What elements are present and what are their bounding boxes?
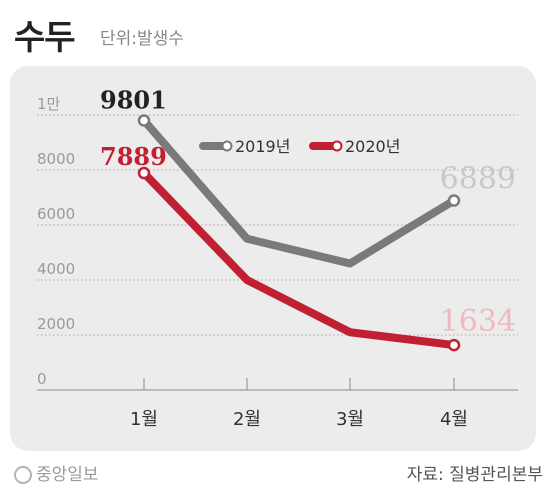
chart-panel — [10, 66, 536, 451]
legend-label: 2020년 — [345, 137, 400, 156]
brand-logo: 중앙일보 — [14, 460, 99, 485]
brand-circle-icon — [14, 466, 32, 484]
y-tick-label: 8000 — [37, 150, 75, 168]
grid-lines — [37, 114, 518, 391]
brand-name: 중앙일보 — [36, 465, 99, 485]
series-line-1 — [140, 169, 458, 350]
series-endpoint — [137, 114, 151, 127]
y-tick-label: 1만 — [37, 95, 61, 113]
data-label: 1634 — [440, 304, 516, 339]
unit-label: 단위:발생수 — [100, 29, 184, 49]
x-tick-label: 3월 — [336, 409, 364, 430]
x-axis-ticks: 1월 2월 3월 4월 — [130, 378, 468, 430]
x-tick-label: 1월 — [130, 409, 158, 430]
data-labels: 9801 6889 7889 1634 — [100, 85, 516, 339]
series-line-0 — [140, 116, 458, 268]
legend-marker — [221, 140, 233, 152]
data-label: 7889 — [100, 142, 167, 171]
legend: 2019년 2020년 — [199, 137, 400, 156]
legend-label: 2019년 — [235, 137, 290, 156]
series-endpoint — [137, 166, 151, 180]
x-tick-label: 2월 — [233, 409, 261, 430]
legend-marker — [331, 140, 343, 152]
chart-title: 수두 — [14, 18, 76, 58]
y-tick-label: 6000 — [37, 205, 75, 223]
series-lines — [137, 114, 461, 352]
x-tick-label: 4월 — [440, 409, 468, 430]
y-tick-label: 0 — [37, 370, 47, 388]
y-axis-ticks: 1만 8000 6000 4000 2000 0 — [37, 95, 75, 388]
data-label: 9801 — [100, 85, 167, 114]
source-credit: 자료: 질병관리본부 — [406, 465, 543, 485]
y-tick-label: 2000 — [37, 315, 75, 333]
data-label: 6889 — [440, 162, 516, 197]
series-endpoint — [447, 194, 461, 207]
series-endpoint — [447, 338, 461, 352]
y-tick-label: 4000 — [37, 260, 75, 278]
